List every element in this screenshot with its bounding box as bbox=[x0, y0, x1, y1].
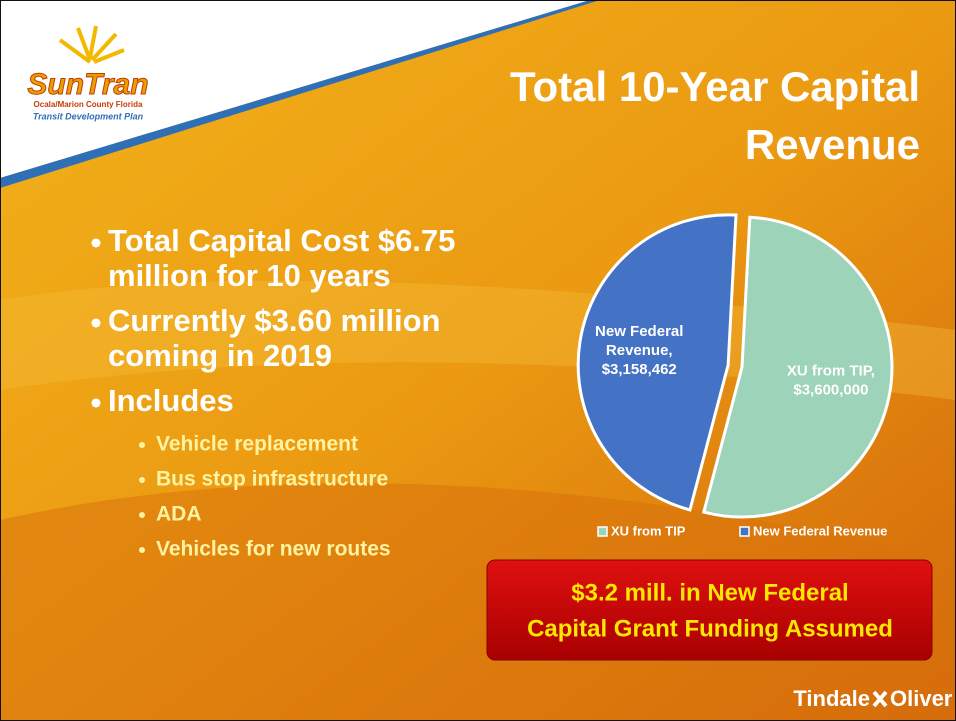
footer-text: Oliver bbox=[890, 686, 953, 711]
pie-slice bbox=[576, 213, 738, 512]
swoosh bbox=[0, 483, 956, 721]
legend-label: New Federal Revenue bbox=[753, 523, 887, 538]
slide-title: Total 10-Year Capital bbox=[510, 63, 920, 110]
footer: Tindale Oliver bbox=[793, 686, 952, 711]
bullet-dot bbox=[91, 318, 101, 328]
callout-text: Capital Grant Funding Assumed bbox=[527, 615, 893, 642]
legend-label: XU from TIP bbox=[611, 523, 686, 538]
sub-bullet-dot bbox=[139, 512, 145, 518]
sub-bullet-text: Vehicles for new routes bbox=[156, 538, 391, 561]
bullet-text: Total Capital Cost $6.75 bbox=[108, 223, 455, 258]
pie-label: XU from TIP, $3,600,000 bbox=[787, 362, 875, 398]
sub-bullet-dot bbox=[139, 547, 145, 553]
bullet-text: million for 10 years bbox=[108, 258, 391, 293]
footer-text: Tindale bbox=[793, 686, 870, 711]
callout-box bbox=[486, 559, 933, 661]
pie-slice bbox=[701, 215, 894, 519]
legend-swatch bbox=[739, 526, 750, 537]
bullet-text: Currently $3.60 million bbox=[108, 303, 441, 338]
pie-label: New Federal Revenue, $3,158,462 bbox=[595, 323, 683, 378]
legend-swatch bbox=[597, 526, 608, 537]
sub-bullet-dot bbox=[139, 477, 145, 483]
bullet-dot bbox=[91, 398, 101, 408]
footer-icon bbox=[872, 690, 888, 708]
callout-text: $3.2 mill. in New Federal bbox=[571, 579, 848, 606]
sub-bullet-text: ADA bbox=[156, 503, 202, 526]
sun-rays bbox=[58, 25, 125, 64]
header-stripe bbox=[0, 0, 600, 188]
sub-bullet-text: Vehicle replacement bbox=[156, 433, 358, 456]
bullet-text: coming in 2019 bbox=[108, 338, 332, 373]
sub-bullet-text: Bus stop infrastructure bbox=[156, 468, 388, 491]
logo-name: SunTran bbox=[27, 68, 148, 101]
logo: SunTran Ocala/Marion County Florida Tran… bbox=[27, 25, 149, 121]
bullet-dot bbox=[91, 238, 101, 248]
slide-title: Revenue bbox=[745, 121, 920, 168]
logo-region: Ocala/Marion County Florida bbox=[34, 100, 143, 109]
sub-bullet-dot bbox=[139, 442, 145, 448]
bullet-text: Includes bbox=[108, 383, 234, 418]
logo-tagline: Transit Development Plan bbox=[33, 111, 144, 121]
